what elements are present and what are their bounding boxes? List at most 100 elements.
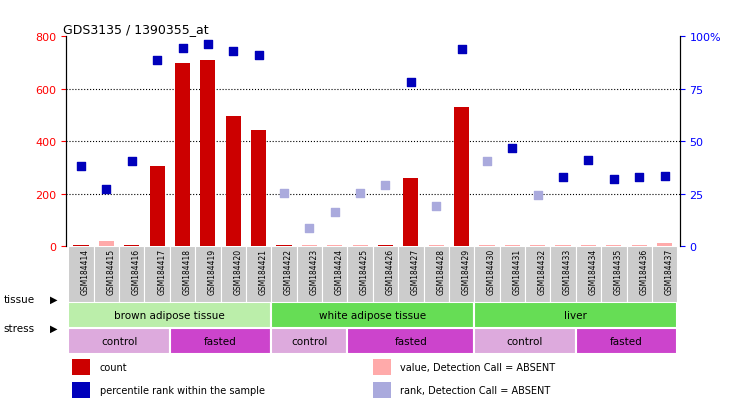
Bar — [73, 246, 88, 247]
Text: white adipose tissue: white adipose tissue — [319, 311, 426, 320]
Bar — [550, 247, 576, 303]
Text: count: count — [99, 362, 127, 372]
Bar — [657, 243, 673, 247]
Bar — [170, 247, 195, 303]
Bar — [428, 246, 444, 247]
Bar — [251, 130, 266, 247]
Text: ▶: ▶ — [50, 294, 57, 304]
Point — [455, 47, 467, 54]
Bar — [72, 382, 91, 398]
Text: fasted: fasted — [395, 336, 427, 346]
Bar — [504, 246, 520, 247]
Bar — [525, 247, 550, 303]
Text: GSM184432: GSM184432 — [538, 249, 547, 294]
Point — [329, 209, 341, 216]
Point — [126, 158, 137, 165]
Point — [608, 177, 620, 183]
Bar — [322, 247, 347, 303]
Text: ▶: ▶ — [50, 323, 57, 333]
Text: value, Detection Call = ABSENT: value, Detection Call = ABSENT — [401, 362, 556, 372]
Bar — [480, 246, 495, 247]
Bar — [271, 247, 297, 303]
Text: fasted: fasted — [204, 336, 237, 346]
Point — [227, 48, 239, 55]
Point — [405, 80, 417, 86]
Bar — [454, 108, 469, 247]
Bar — [556, 246, 571, 247]
Bar — [404, 179, 418, 247]
Text: GSM184423: GSM184423 — [309, 249, 319, 294]
Bar — [576, 328, 678, 354]
Bar — [72, 358, 91, 375]
Bar — [302, 246, 317, 247]
Bar — [398, 247, 423, 303]
Point — [279, 190, 290, 197]
Text: GDS3135 / 1390355_at: GDS3135 / 1390355_at — [63, 23, 208, 36]
Text: GSM184435: GSM184435 — [614, 249, 623, 294]
Text: GSM184426: GSM184426 — [385, 249, 395, 294]
Point — [557, 174, 569, 181]
Text: control: control — [507, 336, 543, 346]
Bar — [423, 247, 449, 303]
Bar — [632, 246, 647, 247]
Bar — [500, 247, 525, 303]
Text: GSM184429: GSM184429 — [461, 249, 471, 294]
Bar — [226, 117, 241, 247]
Bar — [373, 247, 398, 303]
Bar — [68, 303, 271, 328]
Text: GSM184434: GSM184434 — [588, 249, 597, 294]
Text: GSM184436: GSM184436 — [639, 249, 648, 294]
Point — [633, 174, 645, 181]
Text: tissue: tissue — [4, 294, 35, 304]
Bar — [119, 247, 145, 303]
Text: GSM184419: GSM184419 — [208, 249, 217, 294]
Bar — [373, 382, 391, 398]
Bar — [347, 328, 474, 354]
Text: GSM184430: GSM184430 — [487, 249, 496, 294]
Bar — [99, 242, 114, 247]
Bar — [474, 328, 576, 354]
Bar — [601, 247, 626, 303]
Text: GSM184424: GSM184424 — [335, 249, 344, 294]
Bar — [373, 358, 391, 375]
Point — [253, 52, 265, 59]
Bar — [150, 167, 164, 247]
Point — [177, 46, 189, 52]
Bar — [576, 247, 601, 303]
Bar — [581, 246, 596, 247]
Bar — [68, 328, 170, 354]
Text: liver: liver — [564, 311, 587, 320]
Text: GSM184425: GSM184425 — [360, 249, 369, 294]
Point — [583, 157, 594, 164]
Bar — [606, 246, 621, 247]
Text: GSM184421: GSM184421 — [259, 249, 268, 294]
Bar — [246, 247, 271, 303]
Text: GSM184414: GSM184414 — [81, 249, 90, 294]
Bar — [221, 247, 246, 303]
Bar — [271, 328, 347, 354]
Bar — [530, 246, 545, 247]
Point — [101, 186, 113, 192]
Point — [151, 57, 163, 64]
Bar — [352, 246, 368, 247]
Bar — [652, 247, 678, 303]
Text: rank, Detection Call = ABSENT: rank, Detection Call = ABSENT — [401, 385, 550, 395]
Text: brown adipose tissue: brown adipose tissue — [115, 311, 225, 320]
Bar — [170, 328, 271, 354]
Point — [659, 173, 670, 179]
Text: fasted: fasted — [610, 336, 643, 346]
Point — [379, 182, 391, 189]
Point — [303, 225, 315, 232]
Bar — [327, 246, 342, 247]
Bar — [145, 247, 170, 303]
Bar — [474, 303, 678, 328]
Text: GSM184420: GSM184420 — [233, 249, 242, 294]
Text: GSM184428: GSM184428 — [436, 249, 445, 294]
Text: GSM184422: GSM184422 — [284, 249, 293, 294]
Text: GSM184427: GSM184427 — [411, 249, 420, 294]
Point — [507, 145, 518, 152]
Point — [431, 203, 442, 209]
Point — [202, 42, 213, 48]
Text: GSM184418: GSM184418 — [183, 249, 192, 294]
Point — [481, 158, 493, 165]
